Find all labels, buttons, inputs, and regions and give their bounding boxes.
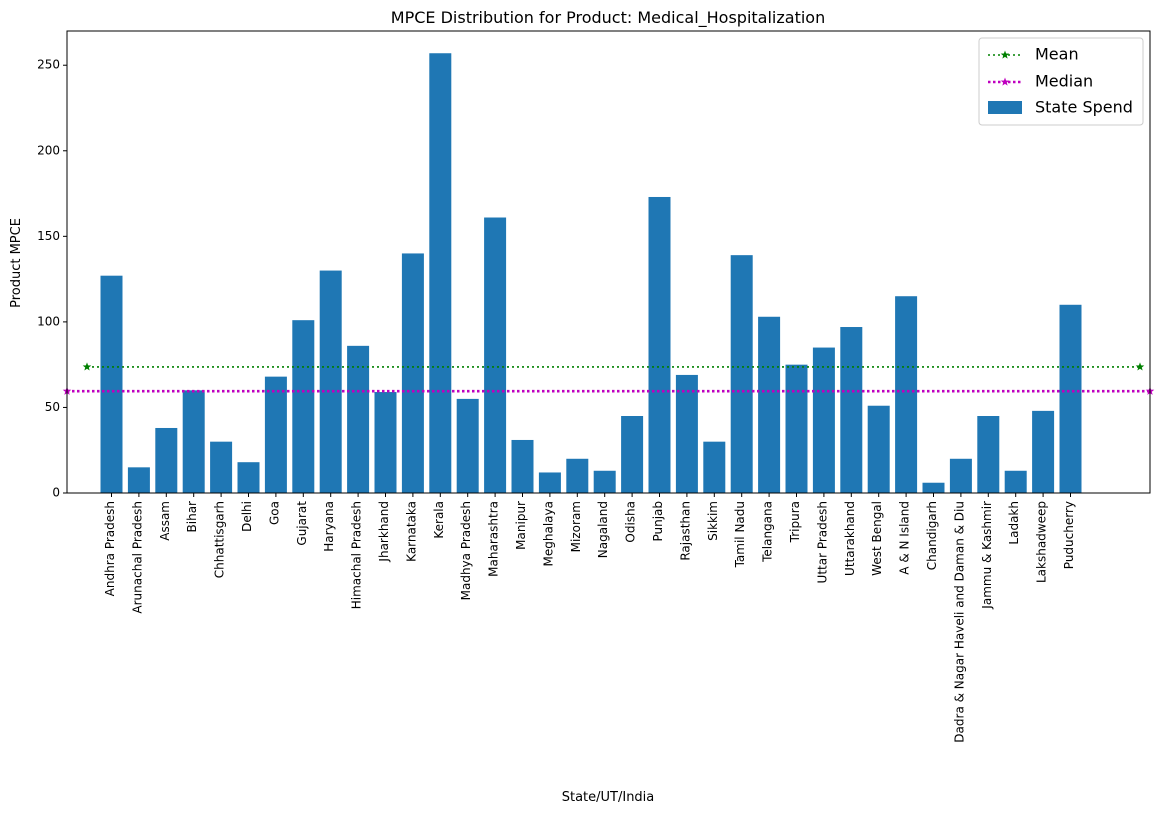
bar [730, 255, 753, 493]
bar [621, 416, 644, 493]
bar [292, 320, 315, 493]
bar [648, 196, 671, 494]
plot-frame [66, 30, 1151, 494]
x-tick-label: Gujarat [295, 501, 309, 546]
bar [401, 253, 424, 493]
bar [1032, 410, 1055, 493]
x-tick-label: Puducherry [1062, 501, 1076, 569]
bar [867, 405, 890, 493]
x-tick-label: Punjab [651, 501, 665, 542]
y-tick-label: 250 [37, 58, 60, 72]
bars-group [100, 53, 1082, 494]
mean-marker [1135, 362, 1145, 371]
x-tick-label: Kerala [432, 501, 446, 539]
bar [785, 364, 808, 493]
y-tick-label: 100 [37, 314, 60, 328]
x-tick-label: Bihar [185, 501, 199, 533]
legend-label-mean: Mean [1035, 45, 1079, 64]
bar [812, 347, 835, 493]
x-tick-label: Delhi [240, 501, 254, 532]
bar [319, 270, 342, 493]
bar [538, 472, 561, 493]
bar [840, 327, 863, 493]
x-tick-label: Karnataka [404, 501, 418, 562]
x-tick-label: Uttarakhand [843, 501, 857, 576]
x-tick-label: Jammu & Kashmir [980, 501, 994, 610]
y-tick-label: 50 [45, 400, 60, 414]
bar [566, 458, 589, 493]
bar [703, 441, 726, 493]
x-tick-label: West Bengal [870, 501, 884, 576]
chart-title: MPCE Distribution for Product: Medical_H… [391, 8, 825, 28]
x-tick-label: Haryana [322, 501, 336, 552]
x-axis: Andhra Pradesh Arunachal Pradesh Assam Biha… [103, 493, 1076, 743]
x-tick-label: Telangana [761, 501, 775, 563]
bar [210, 441, 233, 493]
bar [347, 345, 370, 493]
bar [127, 467, 150, 493]
y-axis: 0 50 100 150 200 250 [37, 58, 67, 500]
x-tick-label: Ladakh [1007, 501, 1021, 545]
legend-label-state-spend: State Spend [1035, 98, 1133, 117]
x-tick-label: Sikkim [706, 501, 720, 541]
x-tick-label: Uttar Pradesh [815, 501, 829, 583]
x-tick-label: Himachal Pradesh [350, 501, 364, 609]
bar [100, 275, 123, 493]
x-tick-label: Jharkhand [377, 501, 391, 563]
reference-lines-group [62, 362, 1155, 395]
bar [675, 374, 698, 493]
x-tick-label: Nagaland [596, 501, 610, 558]
legend: Mean Median State Spend [978, 37, 1144, 126]
x-tick-label: Mizoram [569, 501, 583, 552]
mean-marker [82, 362, 92, 371]
bar [182, 390, 205, 493]
x-axis-label: State/UT/India [562, 790, 655, 805]
x-tick-label: A & N Island [898, 501, 912, 575]
x-tick-label: Goa [267, 501, 281, 525]
bar [758, 316, 781, 493]
x-tick-label: Odisha [624, 501, 638, 543]
x-tick-label: Manipur [514, 501, 528, 550]
x-tick-label: Maharashtra [487, 501, 501, 577]
x-tick-label: Chhattisgarh [213, 501, 227, 578]
bar [155, 427, 178, 493]
y-tick-label: 150 [37, 229, 60, 243]
x-tick-label: Tripura [788, 501, 802, 543]
y-tick-label: 200 [37, 143, 60, 157]
y-axis-label: Product MPCE [9, 218, 24, 308]
bar [374, 392, 397, 493]
x-tick-label: Assam [158, 501, 172, 541]
bar [1004, 470, 1027, 493]
bar [895, 296, 918, 493]
x-tick-label: Tamil Nadu [733, 501, 747, 568]
x-tick-label: Madhya Pradesh [459, 501, 473, 600]
bar [484, 217, 507, 493]
bar [949, 458, 972, 493]
legend-state-spend-swatch [988, 101, 1022, 114]
bar [237, 462, 260, 493]
legend-mean-marker [1000, 50, 1010, 59]
x-tick-label: Meghalaya [541, 501, 555, 566]
legend-label-median: Median [1035, 72, 1093, 91]
x-tick-label: Arunachal Pradesh [130, 501, 144, 614]
bar [511, 439, 534, 493]
x-tick-label: Andhra Pradesh [103, 501, 117, 596]
legend-median-marker [1000, 77, 1010, 86]
bar [593, 470, 616, 493]
bar [456, 398, 479, 493]
x-tick-label: Rajasthan [678, 501, 692, 561]
x-tick-label: Lakshadweep [1035, 501, 1049, 583]
x-tick-label: Chandigarh [925, 501, 939, 570]
bar [1059, 304, 1082, 493]
bar [429, 53, 452, 494]
bar [922, 482, 945, 493]
y-tick-label: 0 [52, 486, 60, 500]
x-tick-label: Dadra & Nagar Haveli and Daman & Diu [952, 501, 966, 743]
bar [977, 416, 1000, 493]
bar [264, 376, 287, 493]
